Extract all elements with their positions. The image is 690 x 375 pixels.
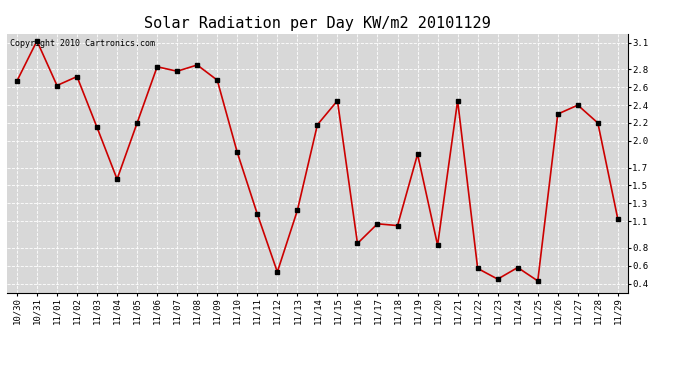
Title: Solar Radiation per Day KW/m2 20101129: Solar Radiation per Day KW/m2 20101129 — [144, 16, 491, 31]
Text: Copyright 2010 Cartronics.com: Copyright 2010 Cartronics.com — [10, 39, 155, 48]
